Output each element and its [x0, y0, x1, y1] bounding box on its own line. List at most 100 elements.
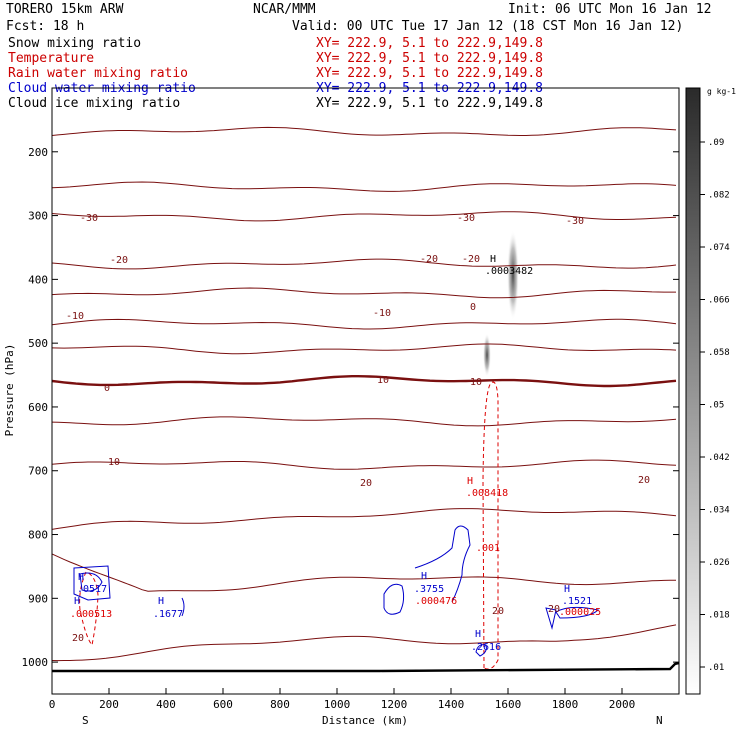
- x-axis-label: Distance (km): [322, 714, 408, 727]
- temperature-label: 20: [492, 606, 504, 617]
- cloud-water-max-marker: H: [421, 571, 427, 582]
- temperature-label: 10: [377, 375, 389, 386]
- temperature-label: -20: [110, 255, 128, 266]
- right-endpoint-label: N: [656, 714, 663, 727]
- x-tick-label: 200: [99, 698, 119, 711]
- y-tick-label: 400: [28, 273, 48, 286]
- y-tick-label: 500: [28, 337, 48, 350]
- legend-label-rain: Rain water mixing ratio: [8, 66, 188, 81]
- x-tick-label: 1800: [552, 698, 579, 711]
- temperature-label: 10: [108, 457, 120, 468]
- plot-frame: [51, 87, 680, 695]
- isotherm-line: [52, 508, 677, 530]
- colorbar: g kg-1 .01 .018 .026 .034 .042 .05 .058 .066 .07…: [685, 87, 736, 695]
- model-title: TORERO 15km ARW: [6, 2, 124, 17]
- init-time: Init: 06 UTC Mon 16 Jan 12: [508, 2, 712, 17]
- x-tick-label: 1400: [438, 698, 465, 711]
- cloud-water-max-marker: H: [78, 572, 84, 583]
- temperature-label: 0: [470, 302, 476, 313]
- legend-coords-rain: XY= 222.9, 5.1 to 222.9,149.8: [316, 66, 543, 81]
- temperature-label: 0: [104, 383, 110, 394]
- rain-label: .000025: [559, 607, 601, 618]
- colorbar-tick-label: .082: [708, 191, 730, 201]
- y-axis-label: Pressure (hPa): [3, 344, 16, 437]
- temperature-label: -30: [80, 213, 98, 224]
- y-tick-label: 200: [28, 146, 48, 159]
- temperature-label: -20: [420, 254, 438, 265]
- valid-time: Valid: 00 UTC Tue 17 Jan 12 (18 CST Mon …: [292, 19, 683, 34]
- x-tick-label: 2000: [609, 698, 636, 711]
- rain-max-marker: H: [467, 476, 473, 487]
- cloud-water-max-value: .3755: [414, 584, 444, 595]
- cloud-water-max-marker: H: [74, 596, 80, 607]
- colorbar-tick-label: .018: [708, 611, 730, 621]
- rain-label: .000513: [70, 609, 112, 620]
- temperature-label: -10: [66, 311, 84, 322]
- isotherm-line: [52, 343, 677, 355]
- rain-contour-south: [79, 571, 99, 647]
- isotherm-line: [52, 375, 677, 388]
- colorbar-unit: g kg-1: [707, 87, 736, 96]
- x-tick-label: 1200: [381, 698, 408, 711]
- cloud-water-contour-1500: [475, 644, 487, 657]
- colorbar-tick-label: .026: [708, 558, 730, 568]
- cloud-water-max-marker: H: [158, 596, 164, 607]
- isotherm-line: [52, 318, 677, 330]
- rain-label: .001: [476, 543, 500, 554]
- rain-max-value: .008418: [466, 488, 508, 499]
- isotherm-line: [52, 181, 677, 192]
- org-title: NCAR/MMM: [253, 2, 316, 17]
- y-tick-label: 600: [28, 401, 48, 414]
- y-tick-label: 700: [28, 465, 48, 478]
- colorbar-tick-label: .09: [708, 138, 724, 148]
- legend-coords-temperature: XY= 222.9, 5.1 to 222.9,149.8: [316, 51, 543, 66]
- rain-contour-main: [482, 381, 499, 670]
- cloud-water-max-value: .2616: [471, 642, 501, 653]
- cloud-water-max-value: .1677: [153, 609, 183, 620]
- colorbar-tick-label: .05: [708, 401, 724, 411]
- colorbar-tick-label: .042: [708, 453, 730, 463]
- isotherm-line: [52, 459, 677, 470]
- x-tick-label: 1000: [324, 698, 351, 711]
- isotherm-line: [52, 211, 677, 222]
- temperature-label: 20: [72, 633, 84, 644]
- temperature-label: 20: [548, 604, 560, 615]
- temperature-label: 10: [470, 377, 482, 388]
- colorbar-tick-label: .01: [708, 663, 724, 673]
- colorbar-tick-label: .066: [708, 296, 730, 306]
- x-tick-label: 400: [156, 698, 176, 711]
- forecast-hour: Fcst: 18 h: [6, 19, 84, 34]
- plot-area: [52, 126, 679, 673]
- temperature-label: -30: [457, 213, 475, 224]
- x-axis: 0 200 400 600 800 1000 1200 1400 1600 1800 2000: [49, 688, 636, 711]
- rain-label: .000476: [415, 596, 457, 607]
- colorbar-gradient: [685, 87, 701, 695]
- y-tick-label: 300: [28, 210, 48, 223]
- y-tick-label: 800: [28, 529, 48, 542]
- legend-label-cloud-ice: Cloud ice mixing ratio: [8, 96, 180, 111]
- y-tick-label: 900: [28, 592, 48, 605]
- temperature-label: 20: [638, 475, 650, 486]
- isotherm-line: [52, 553, 676, 592]
- colorbar-tick-label: .034: [708, 506, 730, 516]
- snow-max-value: .0003482: [485, 266, 533, 277]
- colorbar-tick-label: .058: [708, 348, 730, 358]
- x-tick-label: 1600: [495, 698, 522, 711]
- legend-label-snow: Snow mixing ratio: [8, 36, 141, 51]
- cloud-water-contour-1800: [545, 606, 600, 630]
- isotherm-line: [52, 287, 676, 299]
- isotherm-line: [52, 258, 677, 270]
- rain-contours: [79, 381, 499, 670]
- x-tick-label: 600: [213, 698, 233, 711]
- cloud-water-contour-1200: [383, 583, 405, 615]
- legend-label-temperature: Temperature: [8, 51, 94, 66]
- isotherm-line: [52, 416, 677, 427]
- cloud-water-contour-south-outer: [73, 565, 111, 601]
- cloud-water-max-value: .0517: [77, 584, 107, 595]
- cloud-water-max-value: .1521: [562, 596, 592, 607]
- temperature-label: -10: [373, 308, 391, 319]
- cloud-water-contour-south-inner: [79, 572, 103, 592]
- temperature-label: -30: [566, 216, 584, 227]
- legend-coords-snow: XY= 222.9, 5.1 to 222.9,149.8: [316, 36, 543, 51]
- snow-max-marker: H: [490, 254, 496, 265]
